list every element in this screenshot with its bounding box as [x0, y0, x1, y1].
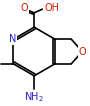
Text: O: O	[78, 47, 86, 56]
Text: OH: OH	[45, 3, 60, 13]
Text: NH$_2$: NH$_2$	[24, 90, 44, 104]
Text: O: O	[21, 3, 28, 13]
Text: N: N	[9, 34, 17, 44]
